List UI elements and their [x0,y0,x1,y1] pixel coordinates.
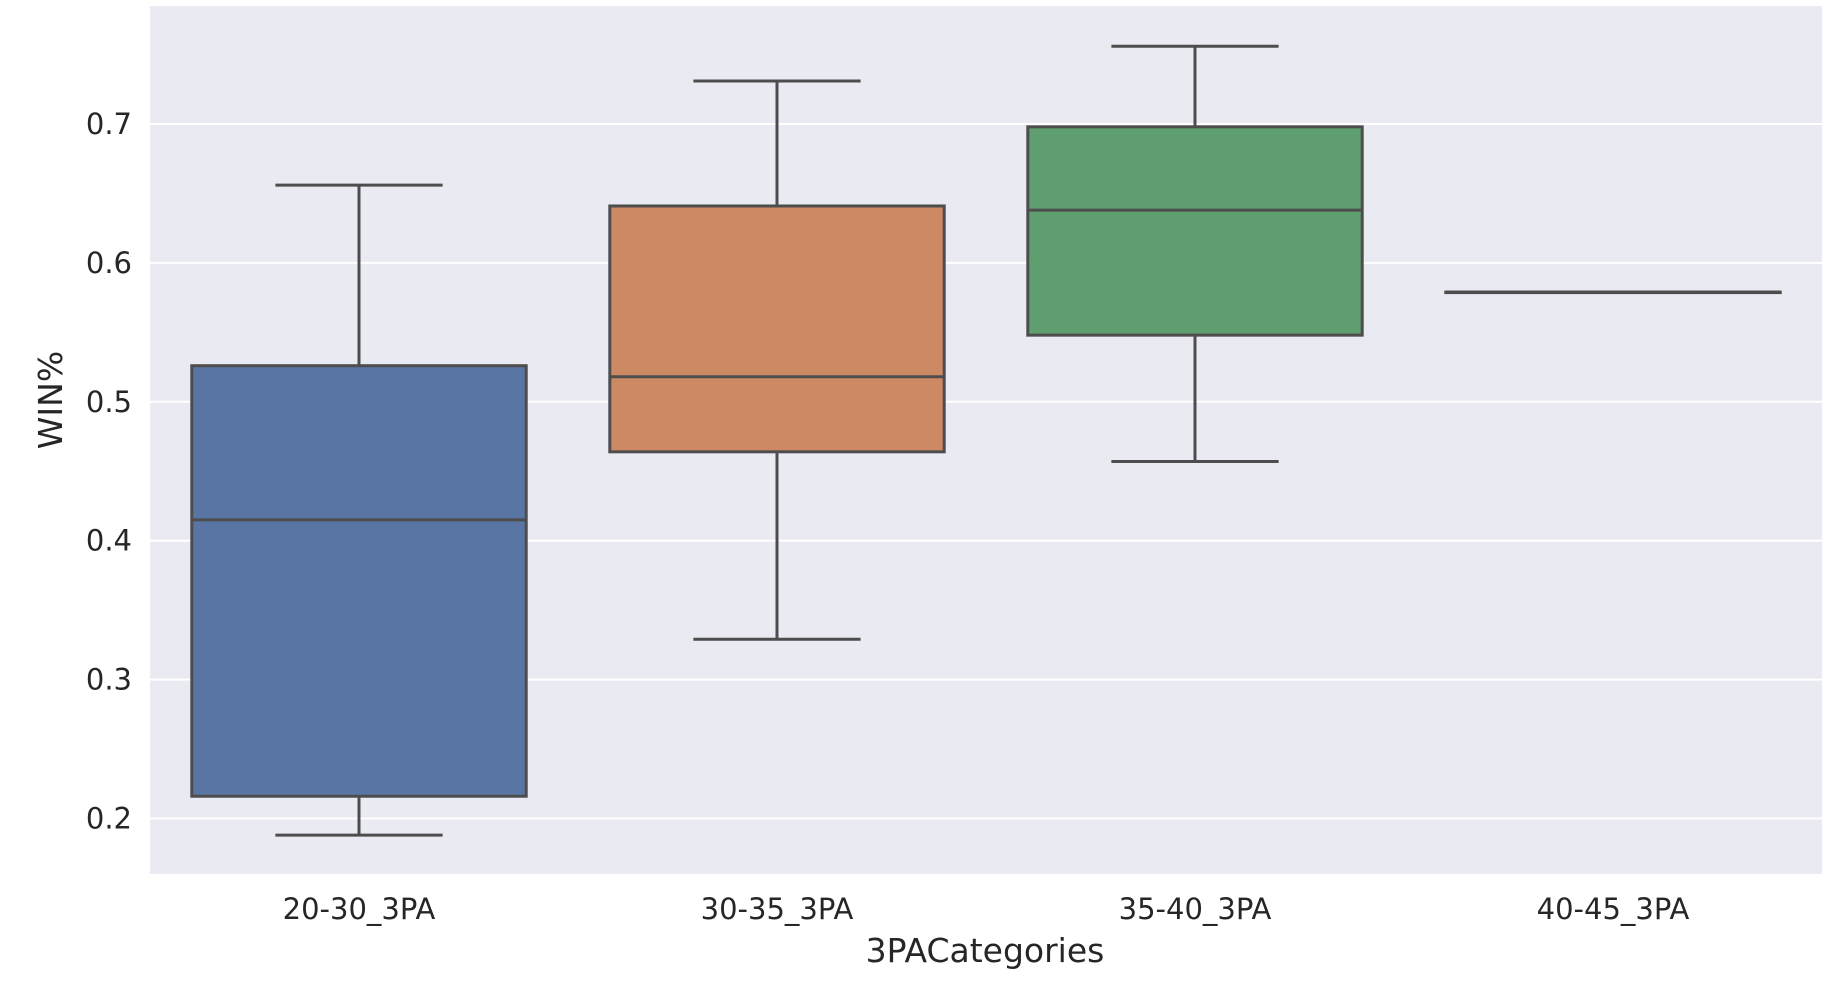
box-20-30_3PA [190,183,528,837]
box-40-45_3PA [1444,290,1782,295]
box-body [190,364,528,798]
y-tick-label: 0.6 [86,246,132,280]
x-tick-label: 35-40_3PA [1119,892,1272,926]
x-tick-label: 30-35_3PA [701,892,854,926]
y-tick-label: 0.2 [86,801,132,835]
x-tick-label: 40-45_3PA [1537,892,1690,926]
box-body [608,204,946,454]
y-tick-label: 0.3 [86,663,132,697]
y-tick-label: 0.5 [86,385,132,419]
boxes [190,44,1782,837]
box-30-35_3PA [608,79,946,641]
box-35-40_3PA [1026,44,1364,464]
x-axis-ticks: 20-30_3PA 30-35_3PA 35-40_3PA 40-45_3PA [283,892,1690,926]
y-axis-ticks: 0.2 0.3 0.4 0.5 0.6 0.7 [86,107,132,835]
box-body [1026,125,1364,337]
y-tick-label: 0.4 [86,524,132,558]
y-axis-label: WIN% [31,351,70,449]
y-tick-label: 0.7 [86,107,132,141]
x-axis-label: 3PACategories [866,931,1105,970]
x-tick-label: 20-30_3PA [283,892,436,926]
